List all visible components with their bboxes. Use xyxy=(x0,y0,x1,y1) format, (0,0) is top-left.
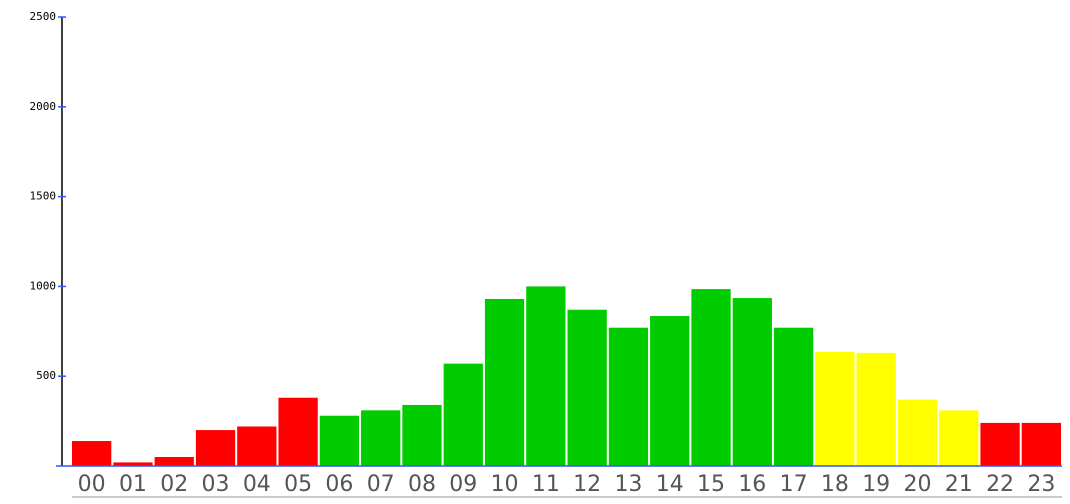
bar xyxy=(732,298,772,466)
bar xyxy=(319,415,360,466)
bar xyxy=(608,327,649,466)
x-tick-label: 20 xyxy=(903,472,931,497)
bar xyxy=(897,399,938,466)
bar xyxy=(443,363,483,466)
x-tick-label: 11 xyxy=(532,472,560,497)
x-tick-label: 14 xyxy=(656,472,684,497)
bar xyxy=(773,327,814,466)
bar xyxy=(526,286,566,466)
x-tick-label: 05 xyxy=(284,472,312,497)
bar xyxy=(567,309,607,466)
bar xyxy=(1021,422,1061,466)
x-tick-label: 18 xyxy=(821,472,849,497)
x-tick-label: 13 xyxy=(614,472,642,497)
x-tick-label: 01 xyxy=(119,472,147,497)
bar xyxy=(691,289,731,466)
bar xyxy=(980,422,1020,466)
bar xyxy=(361,410,401,466)
y-tick-label: 1500 xyxy=(30,190,57,203)
bar xyxy=(237,426,277,466)
x-tick-label: 07 xyxy=(367,472,395,497)
y-tick-label: 2000 xyxy=(30,100,57,113)
bar xyxy=(939,410,979,466)
x-tick-label: 02 xyxy=(160,472,188,497)
x-tick-label: 16 xyxy=(738,472,766,497)
x-tick-label: 17 xyxy=(780,472,808,497)
x-tick-label: 06 xyxy=(325,472,353,497)
bar xyxy=(72,441,112,466)
bar xyxy=(484,298,525,466)
bar xyxy=(402,404,442,466)
y-tick-label: 2500 xyxy=(30,10,57,23)
bar xyxy=(815,351,855,466)
bar xyxy=(650,316,690,466)
x-tick-label: 22 xyxy=(986,472,1014,497)
x-tick-label: 08 xyxy=(408,472,436,497)
x-tick-label: 15 xyxy=(697,472,725,497)
bar xyxy=(856,352,896,466)
y-tick-label: 1000 xyxy=(30,279,57,292)
x-tick-label: 23 xyxy=(1027,472,1055,497)
y-tick-label: 500 xyxy=(36,369,56,382)
bar xyxy=(195,430,236,466)
bar xyxy=(154,457,194,466)
x-tick-label: 09 xyxy=(449,472,477,497)
x-tick-label: 12 xyxy=(573,472,601,497)
x-tick-label: 19 xyxy=(862,472,890,497)
x-tick-label: 10 xyxy=(491,472,519,497)
x-tick-label: 04 xyxy=(243,472,271,497)
bar xyxy=(278,397,318,466)
x-tick-label: 21 xyxy=(945,472,973,497)
x-tick-label: 03 xyxy=(202,472,230,497)
x-tick-label: 00 xyxy=(78,472,106,497)
bar xyxy=(113,462,153,466)
